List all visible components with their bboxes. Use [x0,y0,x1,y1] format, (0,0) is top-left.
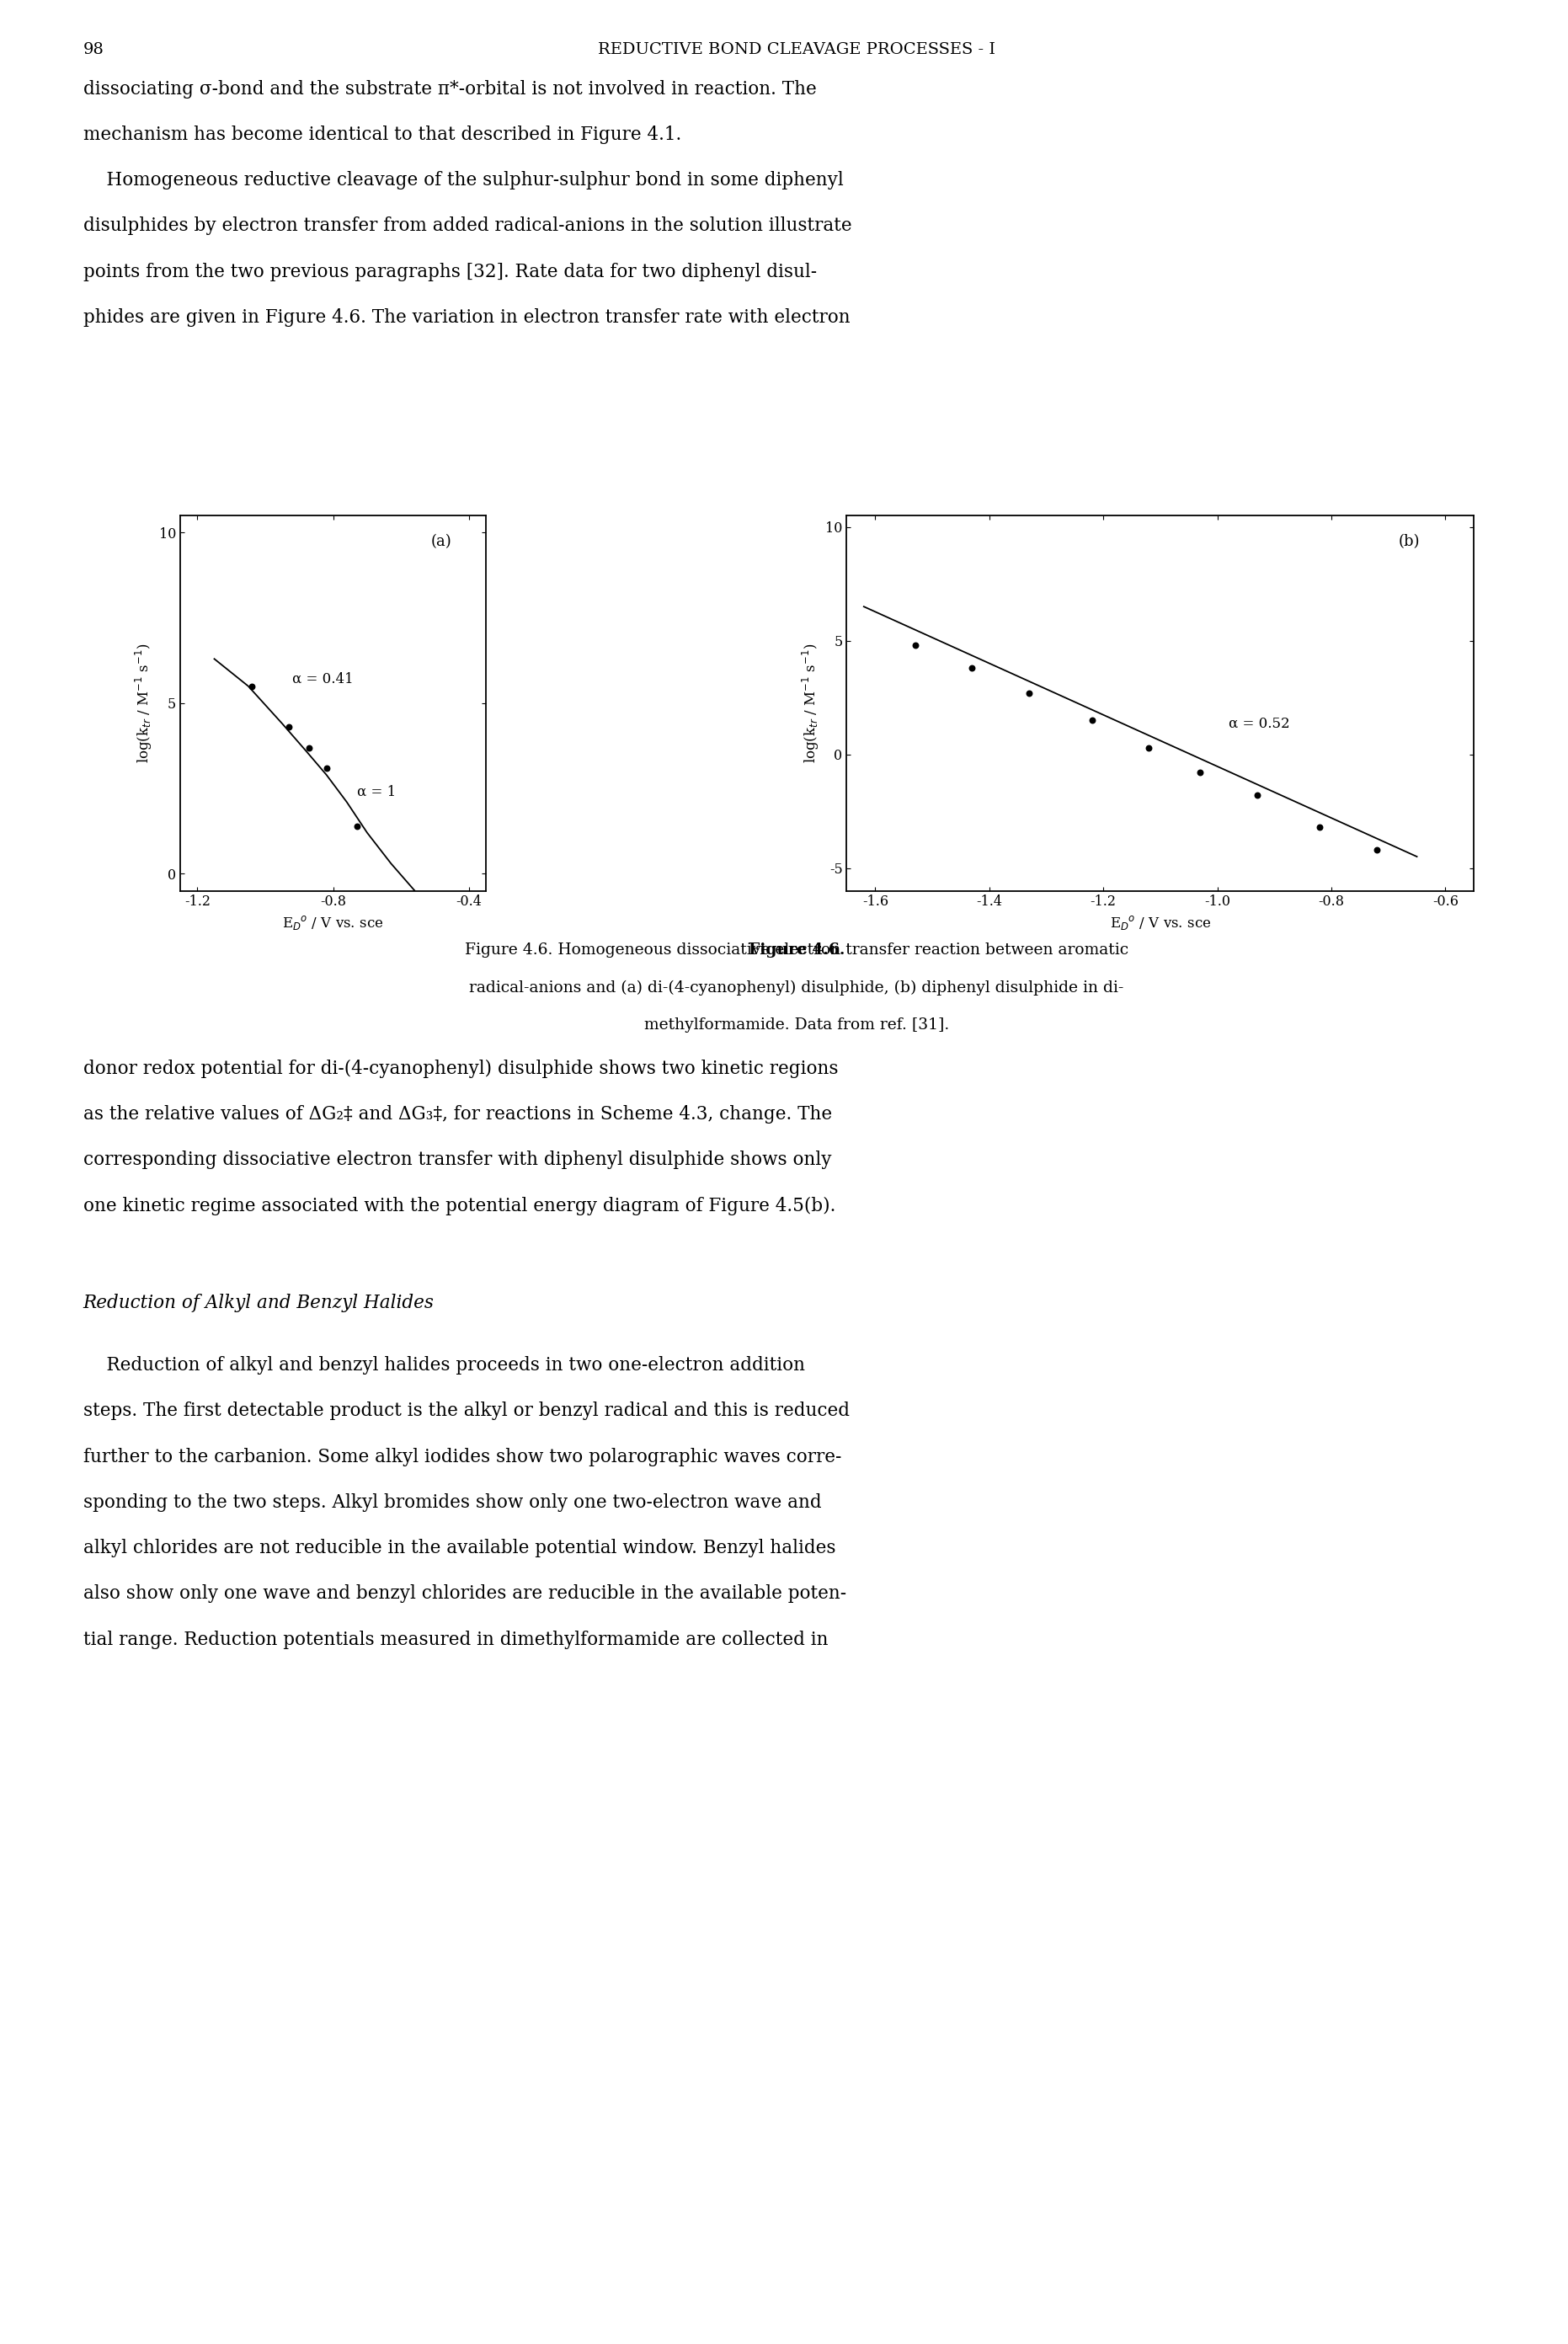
Text: α = 0.41: α = 0.41 [292,673,354,687]
Text: radical-anions and (a) di-(4-cyanophenyl) disulphide, (b) diphenyl disulphide in: radical-anions and (a) di-(4-cyanophenyl… [469,980,1124,996]
Text: tial range. Reduction potentials measured in dimethylformamide are collected in: tial range. Reduction potentials measure… [83,1631,828,1648]
Text: methylformamide. Data from ref. [31].: methylformamide. Data from ref. [31]. [644,1017,949,1031]
Point [296,729,321,766]
Point [276,708,301,745]
X-axis label: E$_{D}$$^{o}$ / V vs. sce: E$_{D}$$^{o}$ / V vs. sce [282,914,384,931]
Text: Reduction of alkyl and benzyl halides proceeds in two one-electron addition: Reduction of alkyl and benzyl halides pr… [83,1355,804,1374]
Point [1364,832,1389,870]
Text: Homogeneous reductive cleavage of the sulphur-sulphur bond in some diphenyl: Homogeneous reductive cleavage of the su… [83,171,844,190]
Point [1308,809,1333,846]
Text: dissociating σ-bond and the substrate π*-orbital is not involved in reaction. Th: dissociating σ-bond and the substrate π*… [83,80,817,98]
Text: REDUCTIVE BOND CLEAVAGE PROCESSES - I: REDUCTIVE BOND CLEAVAGE PROCESSES - I [597,42,996,56]
Text: also show only one wave and benzyl chlorides are reducible in the available pote: also show only one wave and benzyl chlor… [83,1585,847,1603]
Text: Figure 4.6.: Figure 4.6. [748,942,845,956]
Point [1137,729,1162,766]
Text: mechanism has become identical to that described in Figure 4.1.: mechanism has become identical to that d… [83,124,681,143]
Point [314,750,339,788]
X-axis label: E$_{D}$$^{o}$ / V vs. sce: E$_{D}$$^{o}$ / V vs. sce [1110,914,1210,931]
Text: as the relative values of ΔG₂‡ and ΔG₃‡, for reactions in Scheme 4.3, change. Th: as the relative values of ΔG₂‡ and ΔG₃‡,… [83,1104,833,1123]
Y-axis label: log(k$_{tr}$ / M$^{-1}$ s$^{-1}$): log(k$_{tr}$ / M$^{-1}$ s$^{-1}$) [135,642,154,764]
Text: sponding to the two steps. Alkyl bromides show only one two-electron wave and: sponding to the two steps. Alkyl bromide… [83,1493,822,1512]
Point [903,626,928,663]
Text: (a): (a) [431,534,452,548]
Text: disulphides by electron transfer from added radical-anions in the solution illus: disulphides by electron transfer from ad… [83,218,851,234]
Text: further to the carbanion. Some alkyl iodides show two polarographic waves corre-: further to the carbanion. Some alkyl iod… [83,1446,842,1465]
Text: Reduction of Alkyl and Benzyl Halides: Reduction of Alkyl and Benzyl Halides [83,1294,434,1313]
Point [1245,776,1270,813]
Text: α = 1: α = 1 [358,785,397,799]
Point [1187,755,1212,792]
Text: donor redox potential for di-(4-cyanophenyl) disulphide shows two kinetic region: donor redox potential for di-(4-cyanophe… [83,1059,837,1078]
Text: phides are given in Figure 4.6. The variation in electron transfer rate with ele: phides are given in Figure 4.6. The vari… [83,307,850,326]
Text: alkyl chlorides are not reducible in the available potential window. Benzyl hali: alkyl chlorides are not reducible in the… [83,1540,836,1556]
Y-axis label: log(k$_{tr}$ / M$^{-1}$ s$^{-1}$): log(k$_{tr}$ / M$^{-1}$ s$^{-1}$) [801,642,820,764]
Text: α = 0.52: α = 0.52 [1229,717,1290,731]
Text: one kinetic regime associated with the potential energy diagram of Figure 4.5(b): one kinetic regime associated with the p… [83,1195,836,1214]
Text: corresponding dissociative electron transfer with diphenyl disulphide shows only: corresponding dissociative electron tran… [83,1151,831,1170]
Text: steps. The first detectable product is the alkyl or benzyl radical and this is r: steps. The first detectable product is t… [83,1402,850,1420]
Point [1016,675,1041,713]
Text: 98: 98 [83,42,103,56]
Point [960,649,985,687]
Text: Figure 4.6. Homogeneous dissociative electron transfer reaction between aromatic: Figure 4.6. Homogeneous dissociative ele… [464,942,1129,956]
Text: points from the two previous paragraphs [32]. Rate data for two diphenyl disul-: points from the two previous paragraphs … [83,263,817,281]
Text: (b): (b) [1399,534,1421,548]
Point [1079,701,1104,738]
Point [345,806,370,844]
Point [238,668,263,706]
